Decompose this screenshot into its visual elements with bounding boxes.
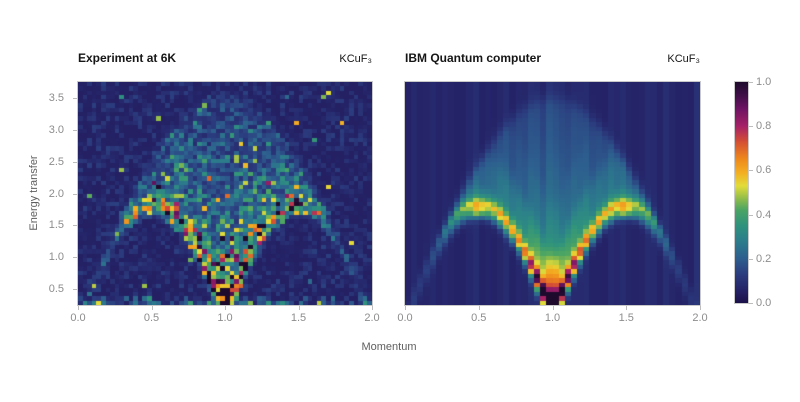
y-tick-mark <box>73 161 77 163</box>
x-axis-label: Momentum <box>361 341 417 353</box>
y-tick-label: 1.5 <box>48 219 64 232</box>
y-tick-label: 0.5 <box>48 283 64 296</box>
x-tick-mark <box>298 306 300 310</box>
y-tick-label: 2.0 <box>48 187 64 200</box>
x-tick-label: 1.0 <box>217 312 233 324</box>
y-tick-label: 2.5 <box>48 155 64 168</box>
simulation-heatmap <box>405 82 700 305</box>
x-tick-mark <box>225 306 226 310</box>
colorbar-tick-label: 0.8 <box>756 120 772 133</box>
x-tick-mark <box>700 306 701 310</box>
colorbar-frame <box>734 81 749 304</box>
x-tick-label: 0.5 <box>143 312 160 324</box>
x-tick-mark <box>151 306 153 310</box>
colorbar-tick-mark <box>749 126 753 128</box>
y-tick-mark <box>73 129 77 131</box>
simulation-panel-title: IBM Quantum computer <box>405 51 542 65</box>
experiment-panel-title: Experiment at 6K <box>78 51 177 65</box>
y-tick-mark <box>73 289 77 291</box>
experiment-panel-frame <box>77 81 373 306</box>
x-tick-label: 1.5 <box>290 312 307 324</box>
x-tick-mark <box>405 306 406 310</box>
x-tick-mark <box>552 306 554 310</box>
experiment-heatmap <box>78 82 372 305</box>
experiment-material-label: KCuF₃ <box>339 53 372 65</box>
y-tick-label: 3.5 <box>48 91 64 104</box>
x-tick-label: 0.0 <box>70 312 86 324</box>
x-tick-label: 0.0 <box>397 312 413 324</box>
colorbar-tick-label: 0.0 <box>756 297 772 309</box>
y-tick-mark <box>73 193 77 195</box>
y-tick-mark <box>73 97 77 99</box>
colorbar-gradient <box>735 82 748 303</box>
x-tick-label: 0.5 <box>471 312 487 324</box>
colorbar-tick-label: 0.2 <box>756 252 772 265</box>
x-tick-label: 2.0 <box>364 312 380 324</box>
experiment-panel-header: Experiment at 6K KCuF₃ <box>78 51 372 67</box>
y-tick-label: 3.0 <box>48 123 64 136</box>
x-tick-mark <box>78 306 79 310</box>
x-tick-mark <box>372 306 373 310</box>
x-tick-mark <box>478 306 480 310</box>
colorbar-tick-label: 0.6 <box>756 164 772 177</box>
colorbar-tick-mark <box>749 303 753 304</box>
colorbar-tick-label: 0.4 <box>756 208 772 221</box>
colorbar-tick-mark <box>749 82 753 83</box>
simulation-panel-frame <box>404 81 701 306</box>
colorbar-tick-mark <box>749 258 753 260</box>
x-tick-mark <box>626 306 628 310</box>
simulation-panel-header: IBM Quantum computer KCuF₃ <box>405 51 700 67</box>
y-tick-mark <box>73 257 77 259</box>
x-tick-label: 1.5 <box>618 312 634 324</box>
colorbar-tick-label: 1.0 <box>756 76 772 88</box>
simulation-material-label: KCuF₃ <box>667 53 700 65</box>
x-tick-label: 2.0 <box>692 312 708 324</box>
colorbar-tick-mark <box>749 170 753 172</box>
x-tick-label: 1.0 <box>544 312 561 324</box>
y-tick-label: 1.0 <box>48 251 64 264</box>
colorbar-tick-mark <box>749 214 753 216</box>
y-tick-mark <box>73 225 77 227</box>
